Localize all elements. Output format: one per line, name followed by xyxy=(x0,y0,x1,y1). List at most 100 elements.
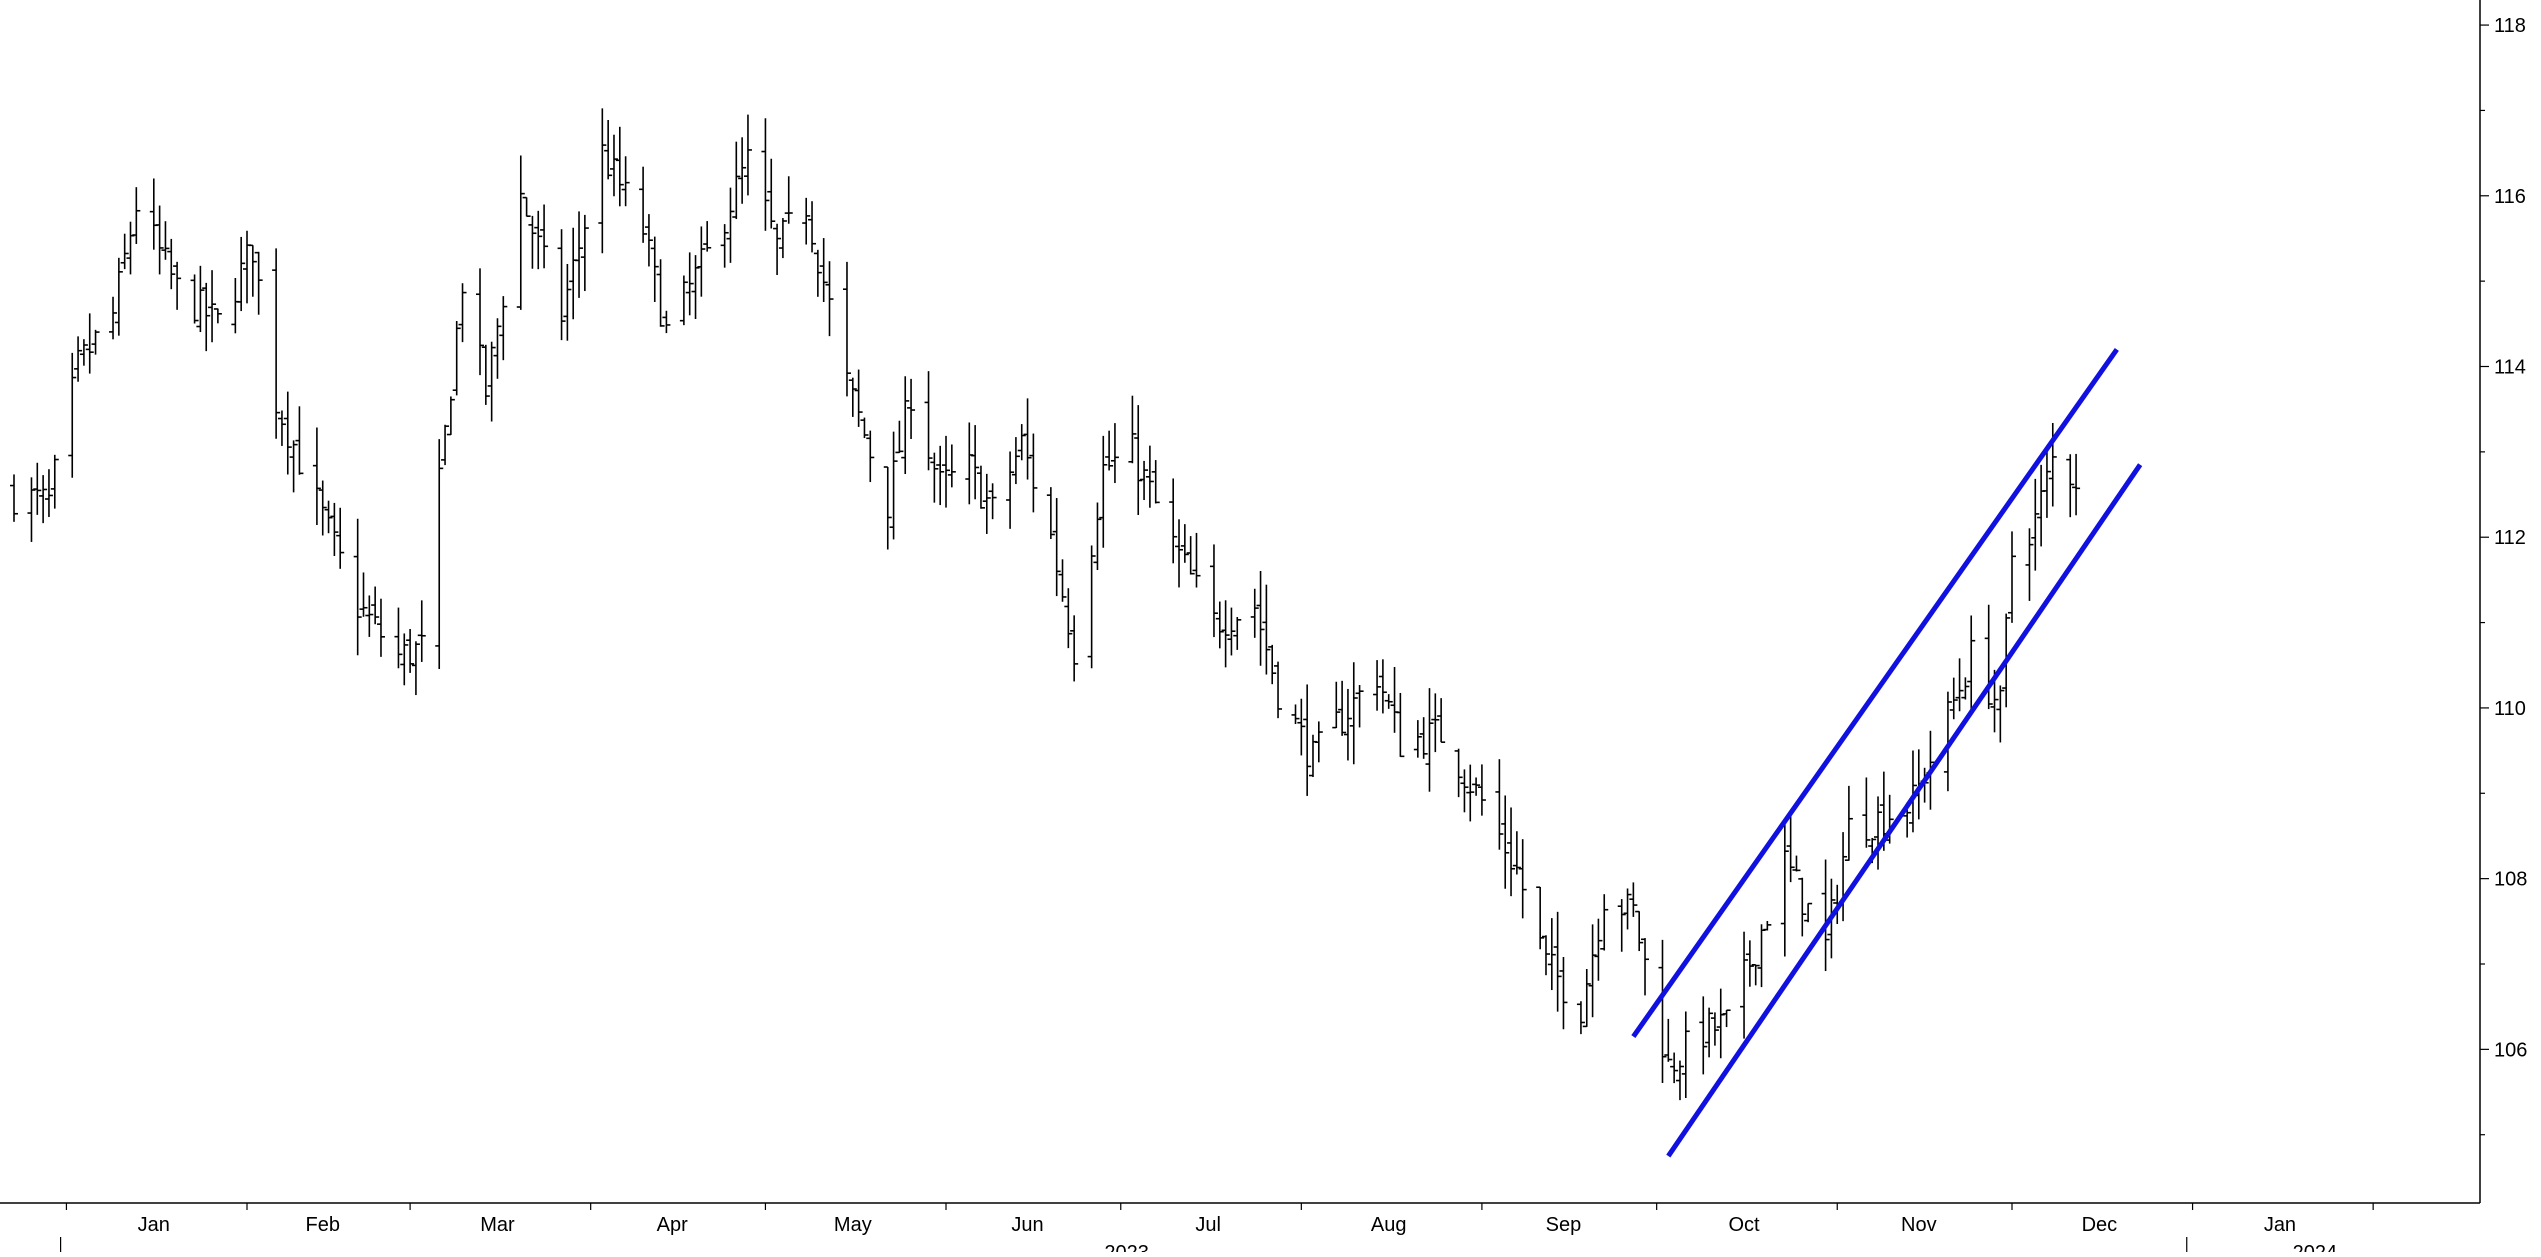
price-bar xyxy=(1472,777,1481,796)
price-bar xyxy=(1495,759,1504,850)
price-bar xyxy=(1308,734,1317,778)
lower-channel-line xyxy=(1666,463,2143,1158)
price-bar xyxy=(1786,813,1795,883)
price-bar xyxy=(27,477,36,542)
price-bar xyxy=(604,120,613,180)
price-bar xyxy=(1763,920,1772,931)
price-bar xyxy=(1623,888,1632,930)
price-bar xyxy=(639,166,648,243)
price-bar xyxy=(1536,886,1545,950)
x-month-label: Sep xyxy=(1546,1214,1582,1236)
price-bar xyxy=(720,224,729,268)
price-bar xyxy=(499,296,508,361)
price-bar xyxy=(213,308,222,324)
price-bar xyxy=(1017,424,1026,461)
price-bar xyxy=(1512,831,1521,875)
price-bar xyxy=(1617,899,1626,952)
price-bar xyxy=(1029,433,1038,513)
price-bars xyxy=(10,108,2081,1101)
price-bar xyxy=(1477,764,1486,816)
price-bar xyxy=(452,320,461,396)
price-bar xyxy=(1466,764,1475,822)
price-bar xyxy=(1006,451,1015,529)
price-bar xyxy=(1221,600,1230,668)
price-bar xyxy=(1140,460,1149,501)
price-bar xyxy=(1303,684,1312,796)
price-bar xyxy=(679,275,688,326)
price-bar xyxy=(1955,658,1964,712)
price-bar xyxy=(860,417,869,439)
price-bar xyxy=(738,137,747,204)
price-bar xyxy=(312,427,321,526)
price-bar xyxy=(901,376,910,475)
price-bar xyxy=(196,265,205,333)
x-month-label: Jan xyxy=(2264,1214,2296,1236)
price-bar xyxy=(1180,524,1189,563)
price-bar xyxy=(1547,918,1556,991)
price-bar xyxy=(243,230,252,304)
price-bar xyxy=(697,226,706,297)
price-bar xyxy=(173,261,182,310)
price-bar xyxy=(237,236,246,312)
price-bar xyxy=(1862,777,1871,848)
price-bar xyxy=(2031,478,2040,571)
price-bar xyxy=(1635,910,1644,952)
price-bar xyxy=(615,126,624,207)
y-tick-label: 116 xyxy=(2494,186,2526,208)
price-bar xyxy=(540,204,549,269)
channel-lines xyxy=(1631,347,2143,1158)
price-bar xyxy=(778,218,787,259)
price-bar xyxy=(1023,398,1032,480)
price-bar xyxy=(376,598,385,657)
price-bar xyxy=(1664,1018,1673,1062)
x-axis: Jan Feb Mar Apr May Jun Jul Aug Sep Oct Nov Dec Jan 2… xyxy=(0,1202,2480,1257)
y-axis: 106 108 110 112 114 116 118 xyxy=(2479,0,2527,1203)
price-bar xyxy=(167,238,176,290)
price-bar xyxy=(1576,1001,1585,1035)
x-month-label: Mar xyxy=(480,1214,515,1236)
price-bar xyxy=(1110,423,1119,484)
price-bar xyxy=(1967,615,1976,714)
price-bar xyxy=(1600,894,1609,951)
x-month-label: Jul xyxy=(1195,1214,1221,1236)
price-bar xyxy=(819,238,828,302)
price-bar xyxy=(1099,435,1108,548)
price-bar xyxy=(1757,924,1766,988)
price-bar xyxy=(1093,502,1102,571)
price-bar xyxy=(1169,478,1178,564)
x-month-label: Nov xyxy=(1901,1214,1937,1236)
price-bar xyxy=(621,156,630,207)
price-bar xyxy=(1355,685,1364,728)
price-bar xyxy=(685,252,694,316)
price-bar xyxy=(726,187,735,263)
price-bar xyxy=(1419,717,1428,759)
price-bar xyxy=(1145,445,1154,508)
price-bar xyxy=(557,229,566,341)
price-bar xyxy=(1227,607,1236,656)
price-bar xyxy=(1594,918,1603,981)
price-bar xyxy=(656,259,665,327)
x-month-label: Jun xyxy=(1011,1214,1043,1236)
x-year-label: 2023 xyxy=(1104,1242,1149,1252)
price-bar xyxy=(1215,601,1224,649)
price-bar xyxy=(1518,839,1527,919)
price-bar xyxy=(936,445,945,506)
price-bar xyxy=(1128,395,1137,464)
y-tick-label: 106 xyxy=(2494,1039,2527,1061)
price-bar xyxy=(528,215,537,269)
price-bar xyxy=(848,377,857,417)
x-month-label: Oct xyxy=(1728,1214,1760,1236)
price-bar xyxy=(1454,748,1463,798)
price-bar xyxy=(114,257,123,336)
price-bar xyxy=(2042,447,2051,518)
price-bar xyxy=(1274,661,1283,719)
price-bar xyxy=(1297,698,1306,756)
price-bar xyxy=(1332,681,1341,729)
price-bar xyxy=(1256,570,1265,666)
price-bar xyxy=(283,391,292,475)
x-month-label: Feb xyxy=(305,1214,339,1236)
price-bar xyxy=(1186,536,1195,575)
price-bar xyxy=(575,211,584,298)
price-bar xyxy=(481,344,490,405)
